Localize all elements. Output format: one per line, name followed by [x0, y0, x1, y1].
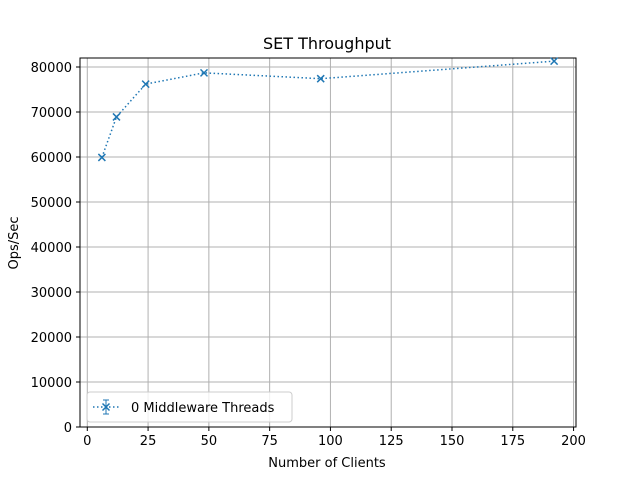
data-point	[550, 57, 559, 66]
x-tick-label: 150	[440, 434, 465, 449]
y-tick-label: 50000	[31, 196, 72, 211]
data-point	[112, 112, 121, 121]
y-tick-label: 70000	[31, 106, 72, 121]
y-tick-label: 80000	[31, 61, 72, 76]
x-tick-label: 175	[500, 434, 525, 449]
legend-frame	[86, 391, 293, 423]
y-tick-label: 20000	[31, 331, 72, 346]
y-tick-label: 40000	[31, 241, 72, 256]
x-axis-label: Number of Clients	[268, 456, 386, 471]
plot-frame	[79, 57, 577, 428]
y-tick-label: 0	[64, 421, 72, 436]
marker-stroke	[112, 112, 121, 121]
data-point	[141, 80, 150, 89]
marker-stroke	[141, 80, 150, 89]
grid-lines	[80, 58, 576, 428]
x-tick-label: 25	[140, 434, 157, 449]
x-axis: 0 25 50 75 100 125 150 175 200	[83, 427, 586, 449]
legend-marker	[101, 402, 111, 412]
x-tick-label: 200	[561, 434, 586, 449]
legend-sample	[93, 399, 120, 415]
chart-title: SET Throughput	[263, 34, 391, 53]
data-point	[97, 153, 106, 162]
series-layer	[97, 57, 559, 162]
data-point	[199, 68, 209, 77]
x-tick-label: 100	[318, 434, 343, 449]
marker-stroke	[316, 74, 325, 83]
legend-label: 0 Middleware Threads	[131, 401, 275, 416]
data-point	[316, 74, 325, 83]
y-axis-label: Ops/Sec	[7, 216, 22, 269]
marker-stroke	[199, 68, 209, 77]
legend: 0 Middleware Threads	[86, 391, 293, 423]
y-axis: 0 10000 20000 30000 40000 50000 60000 70000 8000…	[31, 61, 80, 436]
y-tick-label: 30000	[31, 286, 72, 301]
x-tick-label: 50	[201, 434, 218, 449]
marker-stroke	[550, 57, 559, 66]
marker-stroke	[97, 153, 106, 162]
x-tick-label: 0	[83, 434, 91, 449]
marker-stroke	[101, 402, 111, 412]
y-tick-label: 10000	[31, 376, 72, 391]
x-tick-label: 125	[379, 434, 404, 449]
x-tick-label: 75	[261, 434, 278, 449]
series-line	[101, 60, 555, 158]
y-tick-label: 60000	[31, 151, 72, 166]
series-0	[97, 57, 559, 162]
